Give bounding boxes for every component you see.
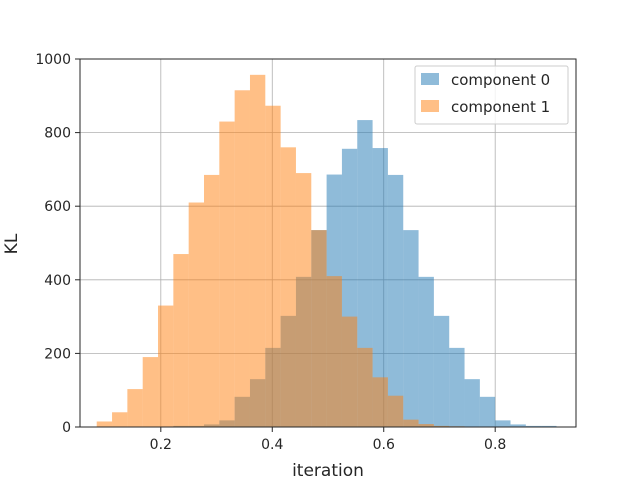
bar-series-1-bin-16 [341,316,358,427]
bar-series-0-bin-25 [479,396,496,427]
legend-label-component-1: component 1 [451,98,550,116]
x-tick-label-3: 0.8 [484,437,506,453]
legend-swatch-component-0 [421,73,439,85]
bar-series-1-bin-6 [188,202,204,427]
x-ticks: 0.2 0.4 0.6 0.8 [150,427,506,453]
y-tick-label-0: 0 [62,420,71,436]
bar-series-0-bin-24 [464,379,480,427]
bar-series-1-bin-8 [219,121,235,427]
y-ticks: 0 200 400 600 800 1000 [35,52,80,436]
series-1 [96,74,465,428]
legend-label-component-0: component 0 [451,71,550,89]
bar-series-1-bin-11 [265,105,281,428]
x-tick-label-2: 0.6 [373,437,395,453]
bar-series-1-bin-3 [142,357,159,427]
bar-series-1-bin-9 [234,90,250,427]
bar-series-1-bin-21 [418,424,434,427]
plot-frame [79,58,577,428]
y-tick-label-3: 600 [44,199,71,215]
bar-series-1-bin-0 [96,421,113,427]
bar-series-1-bin-15 [326,276,342,427]
y-tick-label-2: 400 [44,273,71,289]
bar-series-1-bin-13 [295,173,312,427]
bar-series-1-bin-2 [127,389,143,427]
bar-series-0-bin-26 [495,420,511,427]
bar-series-0-bin-19 [387,174,404,427]
y-axis-label: KL [2,233,22,254]
bar-series-0-bin-18 [372,148,388,427]
bar-series-1-bin-19 [387,395,404,427]
bar-series-1-bin-4 [158,305,174,427]
x-axis-label: iteration [292,461,364,480]
bar-series-0-bin-21 [418,276,434,427]
y-tick-label-1: 200 [44,346,71,362]
legend-box [414,65,569,125]
bar-series-1-bin-5 [173,254,189,427]
bar-series-0-bin-20 [403,230,419,427]
bar-series-1-bin-14 [311,230,327,427]
histogram-bars [96,74,557,428]
bar-series-1-bin-12 [280,147,296,427]
bar-series-0-bin-27 [510,424,526,427]
legend-swatch-component-1 [421,100,439,112]
bar-series-1-bin-18 [372,377,388,427]
bar-series-1-bin-10 [249,74,266,427]
axes-frame [79,58,577,428]
bar-series-1-bin-17 [357,347,373,427]
bar-series-1-bin-7 [204,174,220,427]
bar-series-0-bin-29 [541,425,557,427]
bar-series-1-bin-1 [112,412,128,427]
x-tick-label-0: 0.2 [150,437,172,453]
x-tick-label-1: 0.4 [261,437,283,453]
y-tick-label-5: 1000 [35,52,71,68]
bar-series-1-bin-22 [433,425,450,427]
bar-series-0-bin-23 [449,347,465,427]
bar-series-1-bin-20 [403,419,419,427]
y-tick-label-4: 800 [44,126,71,142]
bar-series-0-bin-28 [525,425,542,427]
bar-series-0-bin-22 [433,315,450,427]
legend: component 0 component 1 [414,65,569,125]
